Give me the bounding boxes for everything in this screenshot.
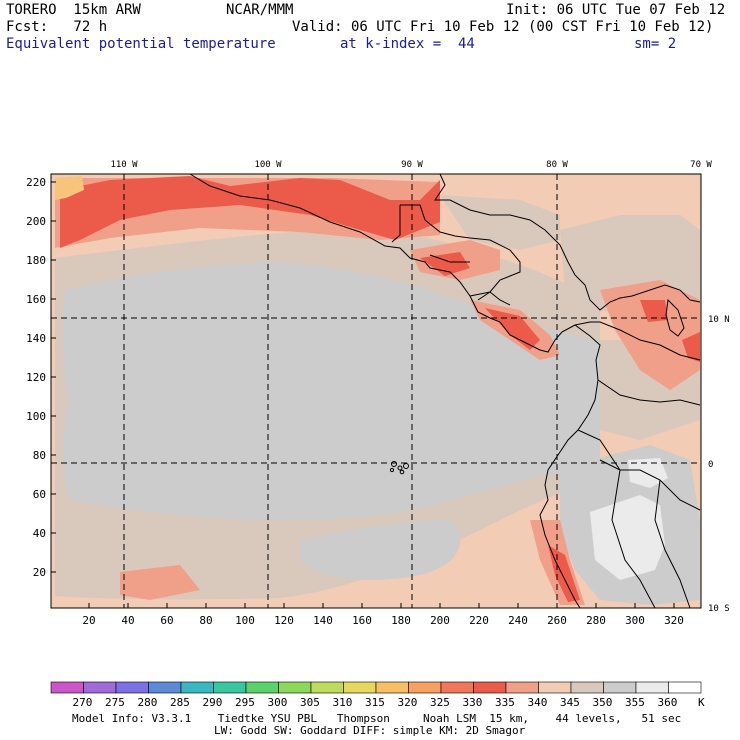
x-tick-label: 280 (586, 614, 606, 627)
color-scale-label: 340 (527, 696, 548, 709)
y-tick-label: 100 (26, 410, 46, 423)
x-tick-label: 220 (469, 614, 489, 627)
model-info: Model Info: V3.3.1 Tiedtke YSU PBL Thomp… (72, 712, 682, 725)
galapagos-islands (389, 461, 409, 475)
physics-info: LW: Godd SW: Goddard DIFF: simple KM: 2D… (214, 724, 526, 737)
color-scale-label: 305 (300, 696, 320, 709)
y-tick-label: 60 (33, 488, 46, 501)
color-swatch (245, 681, 279, 694)
level-index: at k-index = 44 (340, 36, 475, 52)
x-tick-label: 180 (391, 614, 411, 627)
color-scale-label: 360 (657, 696, 678, 709)
lon-label: 70 W (690, 160, 712, 170)
lon-label: 100 W (254, 160, 282, 170)
x-tick-label: 200 (430, 614, 450, 627)
x-tick-label: 100 (235, 614, 255, 627)
x-tick-label: 60 (160, 614, 173, 627)
color-scale-bar (50, 681, 702, 694)
x-tick-label: 20 (82, 614, 95, 627)
lon-label: 110 W (110, 160, 138, 170)
color-scale-label: 270 (72, 696, 93, 709)
color-scale-label: 325 (430, 696, 450, 709)
color-swatch (278, 681, 312, 694)
color-swatch (473, 681, 507, 694)
color-swatch (180, 681, 214, 694)
init-time: Init: 06 UTC Tue 07 Feb 12 (506, 2, 726, 18)
color-swatch (375, 681, 409, 694)
color-swatch (603, 681, 637, 694)
color-swatch (343, 681, 377, 694)
x-tick-label: 40 (121, 614, 134, 627)
color-swatch (50, 681, 84, 694)
color-scale-label: 355 (625, 696, 645, 709)
color-scale-label: 300 (267, 696, 288, 709)
lat-label: 0 (708, 460, 713, 470)
x-tick-label: 140 (313, 614, 333, 627)
x-tick-label: 120 (274, 614, 294, 627)
smoothing: sm= 2 (634, 36, 677, 52)
x-axis-labels: 20 40 60 80 100 120 140 160 180 200 220 … (82, 614, 684, 627)
color-swatch (148, 681, 182, 694)
lon-label: 80 W (546, 160, 568, 170)
coastlines (189, 173, 701, 609)
color-scale-label: 295 (235, 696, 255, 709)
color-scale-label: 275 (105, 696, 125, 709)
color-swatch (570, 681, 604, 694)
latitude-labels: 10 N 0 10 S (708, 315, 730, 614)
color-scale-label: 315 (365, 696, 385, 709)
y-tick-label: 20 (33, 566, 46, 579)
y-tick-label: 40 (33, 527, 46, 540)
x-tick-label: 300 (625, 614, 645, 627)
color-scale-label: 345 (560, 696, 580, 709)
y-tick-label: 200 (26, 215, 46, 228)
y-tick-label: 220 (26, 176, 46, 189)
field-name: Equivalent potential temperature (6, 36, 276, 52)
forecast-hour: Fcst: 72 h (6, 19, 108, 35)
color-swatch (505, 681, 539, 694)
lat-lon-grid (51, 174, 701, 608)
color-swatch (408, 681, 442, 694)
color-scale-label: 350 (592, 696, 613, 709)
field-335 (60, 176, 700, 602)
color-scale-label: 320 (397, 696, 418, 709)
color-scale-label: 330 (462, 696, 483, 709)
color-swatch (635, 681, 669, 694)
field-325 (55, 176, 84, 200)
y-tick-label: 160 (26, 293, 46, 306)
x-tick-label: 260 (547, 614, 567, 627)
color-scale-label: 280 (137, 696, 158, 709)
longitude-labels: 110 W 100 W 90 W 80 W 70 W (110, 160, 712, 170)
lat-label: 10 S (708, 604, 730, 614)
lon-label: 90 W (401, 160, 423, 170)
color-swatch (538, 681, 572, 694)
color-swatch (310, 681, 344, 694)
color-swatch (213, 681, 247, 694)
x-tick-label: 320 (664, 614, 684, 627)
color-swatch (440, 681, 474, 694)
color-swatch (115, 681, 149, 694)
y-tick-label: 140 (26, 332, 46, 345)
model-name: TORERO 15km ARW (6, 2, 141, 18)
x-tick-label: 160 (352, 614, 372, 627)
x-tick-label: 80 (199, 614, 212, 627)
y-tick-label: 120 (26, 371, 46, 384)
valid-time: Valid: 06 UTC Fri 10 Feb 12 (00 CST Fri … (292, 19, 714, 35)
color-scale-unit: K (698, 696, 705, 709)
color-scale-label: 285 (170, 696, 190, 709)
field-360 (590, 458, 668, 580)
lat-label: 10 N (708, 315, 730, 325)
color-swatch (83, 681, 117, 694)
color-scale-label: 335 (495, 696, 515, 709)
y-tick-label: 180 (26, 254, 46, 267)
x-tick-label: 240 (508, 614, 528, 627)
map-frame (50, 173, 702, 609)
tick-marks (51, 181, 675, 608)
y-tick-label: 80 (33, 449, 46, 462)
color-scale-label: 290 (202, 696, 223, 709)
color-scale-label: 310 (332, 696, 353, 709)
y-axis-labels: 220 200 180 160 140 120 100 80 60 40 20 (26, 176, 46, 579)
center-name: NCAR/MMM (226, 2, 294, 18)
color-swatch (668, 681, 702, 694)
